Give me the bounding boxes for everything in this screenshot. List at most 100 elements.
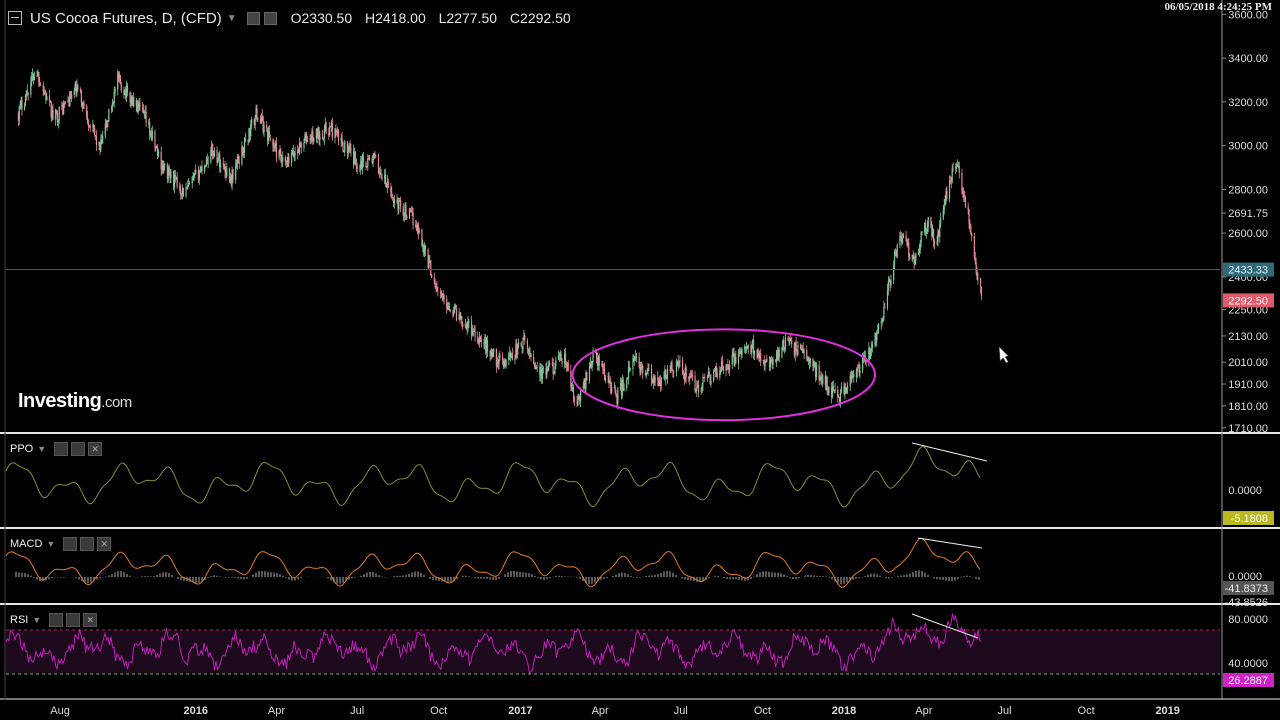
candle-body: [312, 131, 314, 142]
candle-body: [627, 378, 629, 380]
candle-body: [895, 251, 897, 257]
candle-body: [164, 164, 166, 166]
candle-body: [120, 84, 122, 91]
price-tick-label: 1910.00: [1228, 379, 1268, 391]
candle-body: [374, 153, 376, 155]
candle-body: [297, 149, 299, 154]
close-icon[interactable]: ✕: [83, 613, 98, 627]
chevron-down-icon[interactable]: ▼: [32, 615, 42, 625]
gear-icon[interactable]: [263, 11, 277, 25]
symbol-title[interactable]: US Cocoa Futures, D, (CFD): [30, 9, 222, 27]
candle-body: [976, 272, 978, 280]
candle-body: [932, 229, 935, 242]
candle-body: [441, 293, 443, 297]
candle-body: [453, 307, 455, 315]
candle-body: [479, 337, 482, 339]
candle-body: [572, 387, 574, 390]
candle-body: [752, 339, 754, 345]
candle-body: [948, 180, 951, 200]
candle-body: [329, 127, 331, 136]
candle-body: [750, 345, 752, 353]
candle-body: [765, 359, 767, 363]
candle-body: [213, 149, 215, 157]
chevron-down-icon[interactable]: ▼: [226, 12, 237, 24]
candle-body: [474, 331, 476, 337]
candle-body: [126, 85, 129, 92]
time-tick-label: Oct: [430, 705, 447, 717]
eye-icon[interactable]: [54, 442, 69, 456]
candle-body: [268, 131, 270, 138]
ppo-label[interactable]: PPO ▼ ✕: [10, 441, 105, 457]
candle-body: [81, 102, 83, 109]
gear-icon[interactable]: [80, 537, 95, 551]
candle-body: [186, 188, 188, 190]
candle-body: [790, 338, 792, 341]
candle-body: [366, 166, 368, 168]
candle-body: [908, 242, 910, 257]
gear-icon[interactable]: [71, 442, 86, 456]
candle-body: [318, 127, 320, 141]
menu-icon[interactable]: [8, 11, 22, 25]
rsi-label[interactable]: RSI ▼ ✕: [10, 612, 100, 628]
ppo-pane: 0.0000 -5.1808: [5, 442, 1274, 525]
candle-body: [707, 371, 709, 379]
candle-body: [402, 206, 404, 216]
candle-body: [253, 119, 255, 126]
candle-body: [906, 241, 908, 246]
candle-body: [602, 363, 604, 369]
candle-body: [224, 166, 226, 172]
candle-body: [721, 360, 724, 367]
candle-body: [199, 168, 201, 173]
candle-body: [858, 367, 860, 373]
chevron-down-icon[interactable]: ▼: [37, 444, 47, 454]
close-icon[interactable]: ✕: [97, 537, 112, 551]
candle-body: [38, 72, 40, 83]
candle-body: [660, 377, 662, 386]
candle-body: [398, 200, 400, 210]
candle-body: [454, 305, 456, 308]
candle-body: [417, 224, 419, 234]
candle-body: [695, 390, 697, 392]
eye-icon[interactable]: [63, 537, 78, 551]
price-tick-label: 3400.00: [1228, 53, 1268, 65]
eye-icon[interactable]: [246, 11, 260, 25]
candle-body: [353, 150, 355, 164]
candle-body: [290, 153, 293, 164]
macd-label[interactable]: MACD ▼ ✕: [10, 536, 114, 552]
candle-body: [443, 295, 445, 300]
candle-body: [502, 360, 505, 367]
eye-icon[interactable]: [49, 613, 64, 627]
candle-body: [328, 133, 330, 136]
candle-body: [964, 197, 966, 199]
candle-body: [777, 349, 779, 361]
candle-body: [708, 371, 710, 375]
candle-body: [50, 102, 52, 118]
candle-body: [478, 342, 480, 344]
candle-body: [809, 358, 811, 364]
candle-body: [355, 158, 357, 166]
candle-body: [688, 377, 690, 380]
candle-body: [566, 363, 568, 367]
time-tick-label: Jul: [674, 705, 688, 717]
candle-body: [558, 354, 560, 356]
candle-body: [126, 85, 128, 98]
candle-body: [514, 356, 516, 361]
candle-body: [343, 151, 345, 153]
candle-body: [95, 136, 98, 146]
investing-logo: Investing.com: [18, 390, 132, 413]
chevron-down-icon[interactable]: ▼: [46, 539, 56, 549]
candle-body: [310, 137, 312, 139]
close-icon[interactable]: ✕: [88, 442, 103, 456]
candle-body: [101, 139, 103, 144]
candle-body: [535, 368, 537, 370]
candle-body: [498, 355, 500, 364]
candle-body: [470, 321, 473, 336]
candle-body: [110, 107, 113, 110]
gear-icon[interactable]: [66, 613, 81, 627]
candle-body: [83, 102, 85, 106]
candle-body: [577, 396, 579, 405]
candle-body: [694, 375, 696, 392]
candle-body: [653, 376, 655, 383]
macd-line: [5, 538, 981, 588]
